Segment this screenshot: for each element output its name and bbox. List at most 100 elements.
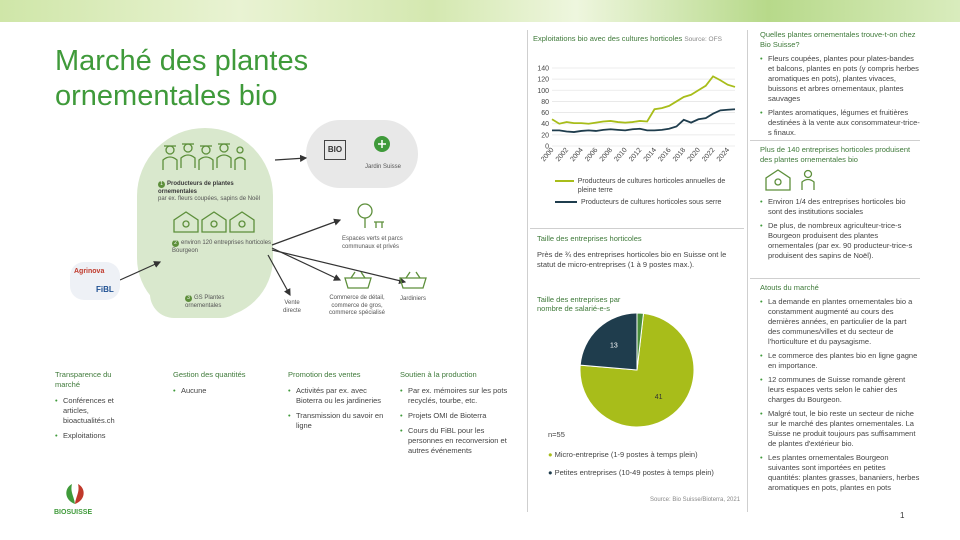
header-banner [0,0,960,22]
pie-value-label: 13 [610,342,618,349]
x-tick-label: 2016 [657,147,672,164]
pie-legend-item-2: ● Petites entreprises (10-49 postes à te… [548,468,714,477]
col-item: Activités par ex. avec Bioterra ou les j… [288,386,388,406]
pie-value-label: 41 [655,394,663,401]
greenhouses-icon [173,211,255,233]
legend-item-1: Producteurs de cultures horticoles annue… [555,177,735,195]
pie-value-label: 1 [639,310,643,311]
legend-item-2: Producteurs de cultures horticoles sous … [555,198,735,207]
line-chart-title-text: Exploitations bio avec des cultures hort… [533,34,683,43]
right-plants-item: Plantes aromatiques, légumes et fruitièr… [760,108,920,138]
basket-icon [344,271,372,289]
right-atouts-item: La demande en plantes ornementales bio a… [760,297,920,347]
y-tick-label: 40 [541,121,549,128]
col-item: Conférences et articles, bioactualités.c… [55,396,135,426]
col-item: Par ex. mémoires sur les pots recyclés, … [400,386,508,406]
park-icon [357,203,384,228]
line-legend: Producteurs de cultures horticoles annue… [555,177,735,207]
bourgeon-text: environ 120 entreprises horticoles Bourg… [172,240,272,254]
badge-3: 3 [185,295,192,302]
bourgeon-label: 2 environ 120 entreprises horticoles Bour… [172,240,272,255]
y-tick-label: 20 [541,132,549,139]
x-tick-label: 2018 [672,147,687,164]
right-producers: Plus de 140 entreprises horticoles produ… [760,145,920,169]
right-atouts: Atouts du marché La demande en plantes o… [760,283,920,497]
divider-h3 [750,278,920,279]
jardin-suisse-logo-icon [374,136,390,152]
research-cloud [70,262,120,300]
right-producers-list: Environ 1/4 des entreprises horticoles b… [760,197,920,265]
right-atouts-item: Le commerce des plantes bio en ligne gag… [760,351,920,371]
divider-h1 [530,228,744,229]
x-tick-label: 2010 [613,147,628,164]
bioterra-logo: BIO [324,140,346,160]
y-tick-label: 80 [541,99,549,106]
badge-2: 2 [172,240,179,247]
col-transparence: Transparence du marché Conférences et ar… [55,370,135,446]
right-atouts-item: 12 communes de Suisse romande gèrent leu… [760,375,920,405]
right-producers-item: Environ 1/4 des entreprises horticoles b… [760,197,920,217]
espaces-label: Espaces verts et parcs communaux et priv… [342,236,403,250]
col-soutien: Soutien à la production Par ex. mémoires… [400,370,508,461]
y-tick-label: 60 [541,110,549,117]
col-item: Projets OMI de Bioterra [400,411,508,421]
right-plants-title: Quelles plantes ornementales trouve-t-on… [760,30,916,49]
producers-sub: par ex. fleurs coupées, sapins de Noël [158,196,261,202]
jardiniers-label: Jardiniers [399,296,426,302]
col-title: Transparence du marché [55,370,112,389]
legend-label: Producteurs de cultures horticoles sous … [581,199,722,206]
agrinova-logo: Agrinova [74,268,105,275]
y-tick-label: 0 [545,144,549,151]
greenhouse-farmer-icon [765,169,815,191]
farmers-icon [162,143,246,170]
right-atouts-item: Les plantes ornementales Bourgeon suivan… [760,453,920,493]
right-plants-item: Fleurs coupées, plantes pour plates-band… [760,54,920,104]
pie-slice-3 [636,312,645,371]
divider-mid [527,30,528,512]
col-title: Soutien à la production [400,370,477,379]
arrow-from-fibl [119,261,162,281]
x-tick-label: 2012 [628,147,643,164]
legend-label: Producteurs de cultures horticoles annue… [577,178,726,194]
legend-swatch [555,180,574,182]
pie-legend-label: Micro-entreprise (1-9 postes à temps ple… [554,450,698,459]
x-tick-label: 2008 [599,147,614,164]
legend-swatch [555,201,577,203]
taille-title: Taille des entreprises horticoles [537,234,642,243]
arrow-to-associations [274,154,308,162]
line-chart-source: Source: OFS [684,36,722,43]
col-promotion: Promotion des ventes Activités par ex. a… [288,370,388,436]
jardin-suisse-label: Jardin Suisse [365,164,402,170]
col-item: Aucune [173,386,273,396]
pie-legend: ● Micro-entreprise (1-9 postes à temps p… [548,450,714,478]
page-number: 1 [900,511,905,520]
series-line-1 [551,75,736,125]
fibl-logo: FiBL [96,285,114,294]
col-item: Transmission du savoir en ligne [288,411,388,431]
x-tick-label: 2002 [555,147,570,164]
page-title: Marché des plantes ornementales bio [55,45,309,112]
arrow-to-espaces [271,218,342,246]
arrow-to-jardiniers [271,249,407,285]
x-tick-label: 2006 [584,147,599,164]
producers-label: 1 Producteurs de plantes ornementales par… [158,181,268,204]
x-tick-label: 2014 [643,147,658,164]
badge-1: 1 [158,181,165,188]
col-title: Gestion des quantités [173,370,246,379]
pie-legend-item-1: ● Micro-entreprise (1-9 postes à temps p… [548,450,698,459]
y-tick-label: 120 [537,77,549,84]
y-tick-label: 100 [537,88,549,95]
x-tick-label: 2022 [701,147,716,164]
gs-label: 3 GS Plantes ornementales [185,295,255,310]
pie-n: n=55 [548,430,565,439]
basket-icon-2 [399,271,427,289]
col-gestion: Gestion des quantités Aucune [173,370,273,401]
arrow-to-vente [267,254,291,297]
vente-label: Vente directe [282,300,301,314]
pie-source: Source: Bio Suisse/Bioterra, 2021 [650,497,741,503]
divider-h2 [750,140,920,141]
producers-title: Producteurs de plantes ornementales [158,181,234,195]
x-tick-label: 2004 [569,147,584,164]
right-atouts-title: Atouts du marché [760,283,819,292]
